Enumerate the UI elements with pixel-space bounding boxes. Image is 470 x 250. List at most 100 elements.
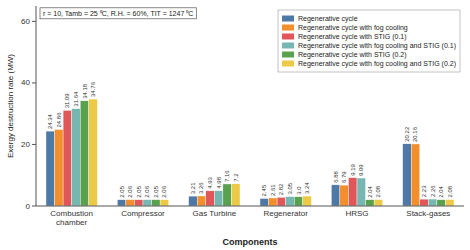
data-label: 4.98 xyxy=(216,176,222,188)
data-label: 31.64 xyxy=(73,91,79,107)
y-tick xyxy=(32,206,36,207)
bar xyxy=(348,178,357,206)
y-axis-label: Exergy destruction rate (MW) xyxy=(6,54,15,158)
y-axis-line xyxy=(36,6,37,206)
bar xyxy=(89,99,98,206)
data-label: 2.05 xyxy=(136,185,142,197)
bar xyxy=(231,184,240,206)
bar xyxy=(126,200,135,206)
annotation: r = 10, Tamb = 25 ⁰C, R.H. = 60%, TIT = … xyxy=(40,8,196,19)
bar xyxy=(63,110,72,206)
data-labels: 24.342.053.212.456.8820.2224.862.063.262… xyxy=(47,81,452,197)
data-label: 7.2 xyxy=(233,173,239,182)
data-label: 3.24 xyxy=(304,182,310,194)
y-tick xyxy=(32,144,36,145)
data-label: 3.26 xyxy=(198,182,204,194)
data-label: 2.26 xyxy=(430,185,436,197)
data-label: 2.04 xyxy=(438,185,444,197)
bar xyxy=(374,200,383,206)
data-label: 7.16 xyxy=(224,170,230,182)
bars xyxy=(46,99,454,206)
data-label: 3.05 xyxy=(287,182,293,194)
bar xyxy=(197,196,206,206)
data-label: 2.05 xyxy=(119,185,125,197)
bar xyxy=(357,178,366,206)
x-tick-label-line: chamber xyxy=(56,218,87,227)
legend-swatch xyxy=(282,43,294,49)
bar xyxy=(428,199,437,206)
bar xyxy=(437,200,446,206)
chart: 24.342.053.212.456.8820.2224.862.063.262… xyxy=(0,0,470,250)
legend-box xyxy=(278,10,460,72)
data-label: 24.34 xyxy=(47,113,53,129)
annotation-text: r = 10, Tamb = 25 ⁰C, R.H. = 60%, TIT = … xyxy=(43,10,193,17)
bar xyxy=(206,191,215,206)
x-tick-label-line: Stack-gases xyxy=(406,209,450,218)
legend-label: Regenerative cycle with fog cooling and … xyxy=(298,60,456,68)
bar xyxy=(403,144,412,206)
data-label: 9.09 xyxy=(358,164,364,176)
legend-swatch xyxy=(282,25,294,31)
legend-label: Regenerative cycle xyxy=(298,15,358,23)
x-tick-label-line: Compressor xyxy=(121,209,165,218)
data-label: 34.76 xyxy=(90,81,96,97)
bar xyxy=(303,196,312,206)
bar xyxy=(420,199,429,206)
bar xyxy=(80,101,89,206)
data-label: 2.06 xyxy=(144,185,150,197)
bar xyxy=(117,200,126,206)
data-label: 31.09 xyxy=(64,93,70,109)
data-label: 24.86 xyxy=(56,112,62,128)
x-axis-label: Components xyxy=(223,237,278,247)
series xyxy=(80,101,445,206)
bar xyxy=(143,200,152,206)
bar xyxy=(277,197,286,206)
series xyxy=(46,131,411,206)
legend-swatch xyxy=(282,34,294,40)
data-label: 2.06 xyxy=(127,185,133,197)
series xyxy=(72,109,437,206)
bar xyxy=(55,130,64,206)
series xyxy=(89,99,454,206)
data-label: 2.45 xyxy=(261,184,267,196)
y-tick xyxy=(32,82,36,83)
x-tick-label: Regenerator xyxy=(263,209,308,218)
data-label: 2.82 xyxy=(278,183,284,195)
x-tick-label: Compressor xyxy=(121,209,165,218)
bar xyxy=(72,109,81,206)
bar xyxy=(331,185,340,206)
legend-label: Regenerative cycle with fog cooling and … xyxy=(298,42,456,50)
legend-label: Regenerative cycle with fog cooling xyxy=(298,24,408,32)
data-label: 3.21 xyxy=(190,182,196,194)
series xyxy=(63,110,428,206)
legend-label: Regenerative cycle with STIG (0.2) xyxy=(298,51,407,59)
x-tick-label: HRSG xyxy=(345,209,368,218)
legend-swatch xyxy=(282,16,294,22)
series xyxy=(55,130,420,206)
x-tick-label-line: Combustion xyxy=(50,209,93,218)
data-label: 9.19 xyxy=(350,163,356,175)
data-label: 4.93 xyxy=(207,176,213,188)
data-label: 2.05 xyxy=(153,185,159,197)
legend-label: Regenerative cycle with STIG (0.1) xyxy=(298,33,407,41)
bar xyxy=(411,144,420,206)
bar xyxy=(214,191,223,206)
bar xyxy=(134,200,143,206)
x-tick-label: Stack-gases xyxy=(406,209,450,218)
bar xyxy=(46,131,55,206)
data-label: 20.22 xyxy=(404,126,410,142)
y-tick-label: 0 xyxy=(26,202,31,211)
bar xyxy=(366,200,375,206)
legend: Regenerative cycleRegenerative cycle wit… xyxy=(278,10,460,72)
legend-swatch xyxy=(282,61,294,67)
x-axis-line xyxy=(36,206,464,207)
data-label: 2.23 xyxy=(421,185,427,197)
bar xyxy=(269,198,278,206)
x-tick-label-line: HRSG xyxy=(345,209,368,218)
y-tick xyxy=(32,21,36,22)
data-label: 2.08 xyxy=(447,185,453,197)
bar xyxy=(152,200,161,206)
x-tick-label-line: Gas Turbine xyxy=(193,209,237,218)
bar xyxy=(445,200,454,206)
legend-swatch xyxy=(282,52,294,58)
